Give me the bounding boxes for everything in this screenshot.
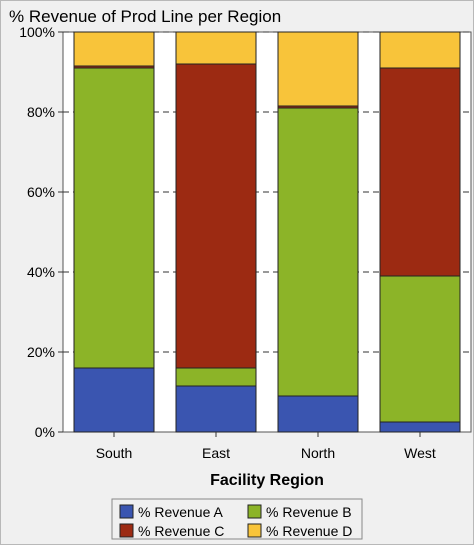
bar-segment	[379, 421, 461, 433]
x-tick-label: North	[301, 445, 335, 461]
legend-label: % Revenue C	[138, 523, 224, 539]
bar-segment	[379, 275, 461, 423]
y-tick-label: 100%	[19, 24, 55, 40]
bar-segment	[277, 31, 359, 107]
y-tick-label: 80%	[27, 104, 55, 120]
bar-segment	[73, 31, 155, 67]
bar-segment	[277, 107, 359, 397]
x-tick-label: West	[404, 445, 436, 461]
legend-box	[111, 498, 363, 540]
bar-segment	[379, 67, 461, 277]
chart-title: % Revenue of Prod Line per Region	[9, 7, 282, 26]
legend-label: % Revenue D	[266, 523, 352, 539]
legend-label: % Revenue B	[266, 504, 352, 520]
bar-segment	[175, 31, 257, 65]
y-tick-label: 0%	[35, 424, 55, 440]
x-axis-title: Facility Region	[210, 472, 324, 489]
bar-segment	[73, 67, 155, 369]
bar-segment	[379, 31, 461, 69]
x-tick-label: South	[96, 445, 133, 461]
bar-segment	[175, 367, 257, 387]
legend-swatch	[247, 523, 262, 538]
bar-segment	[73, 367, 155, 433]
legend-swatch	[119, 523, 134, 538]
bar-segment	[175, 385, 257, 433]
x-tick-label: East	[202, 445, 230, 461]
legend-label: % Revenue A	[138, 504, 223, 520]
bar-segment	[175, 63, 257, 369]
legend-swatch	[119, 504, 134, 519]
y-tick-label: 40%	[27, 264, 55, 280]
bar-segment	[277, 395, 359, 433]
y-tick-label: 60%	[27, 184, 55, 200]
y-tick-label: 20%	[27, 344, 55, 360]
legend-swatch	[247, 504, 262, 519]
